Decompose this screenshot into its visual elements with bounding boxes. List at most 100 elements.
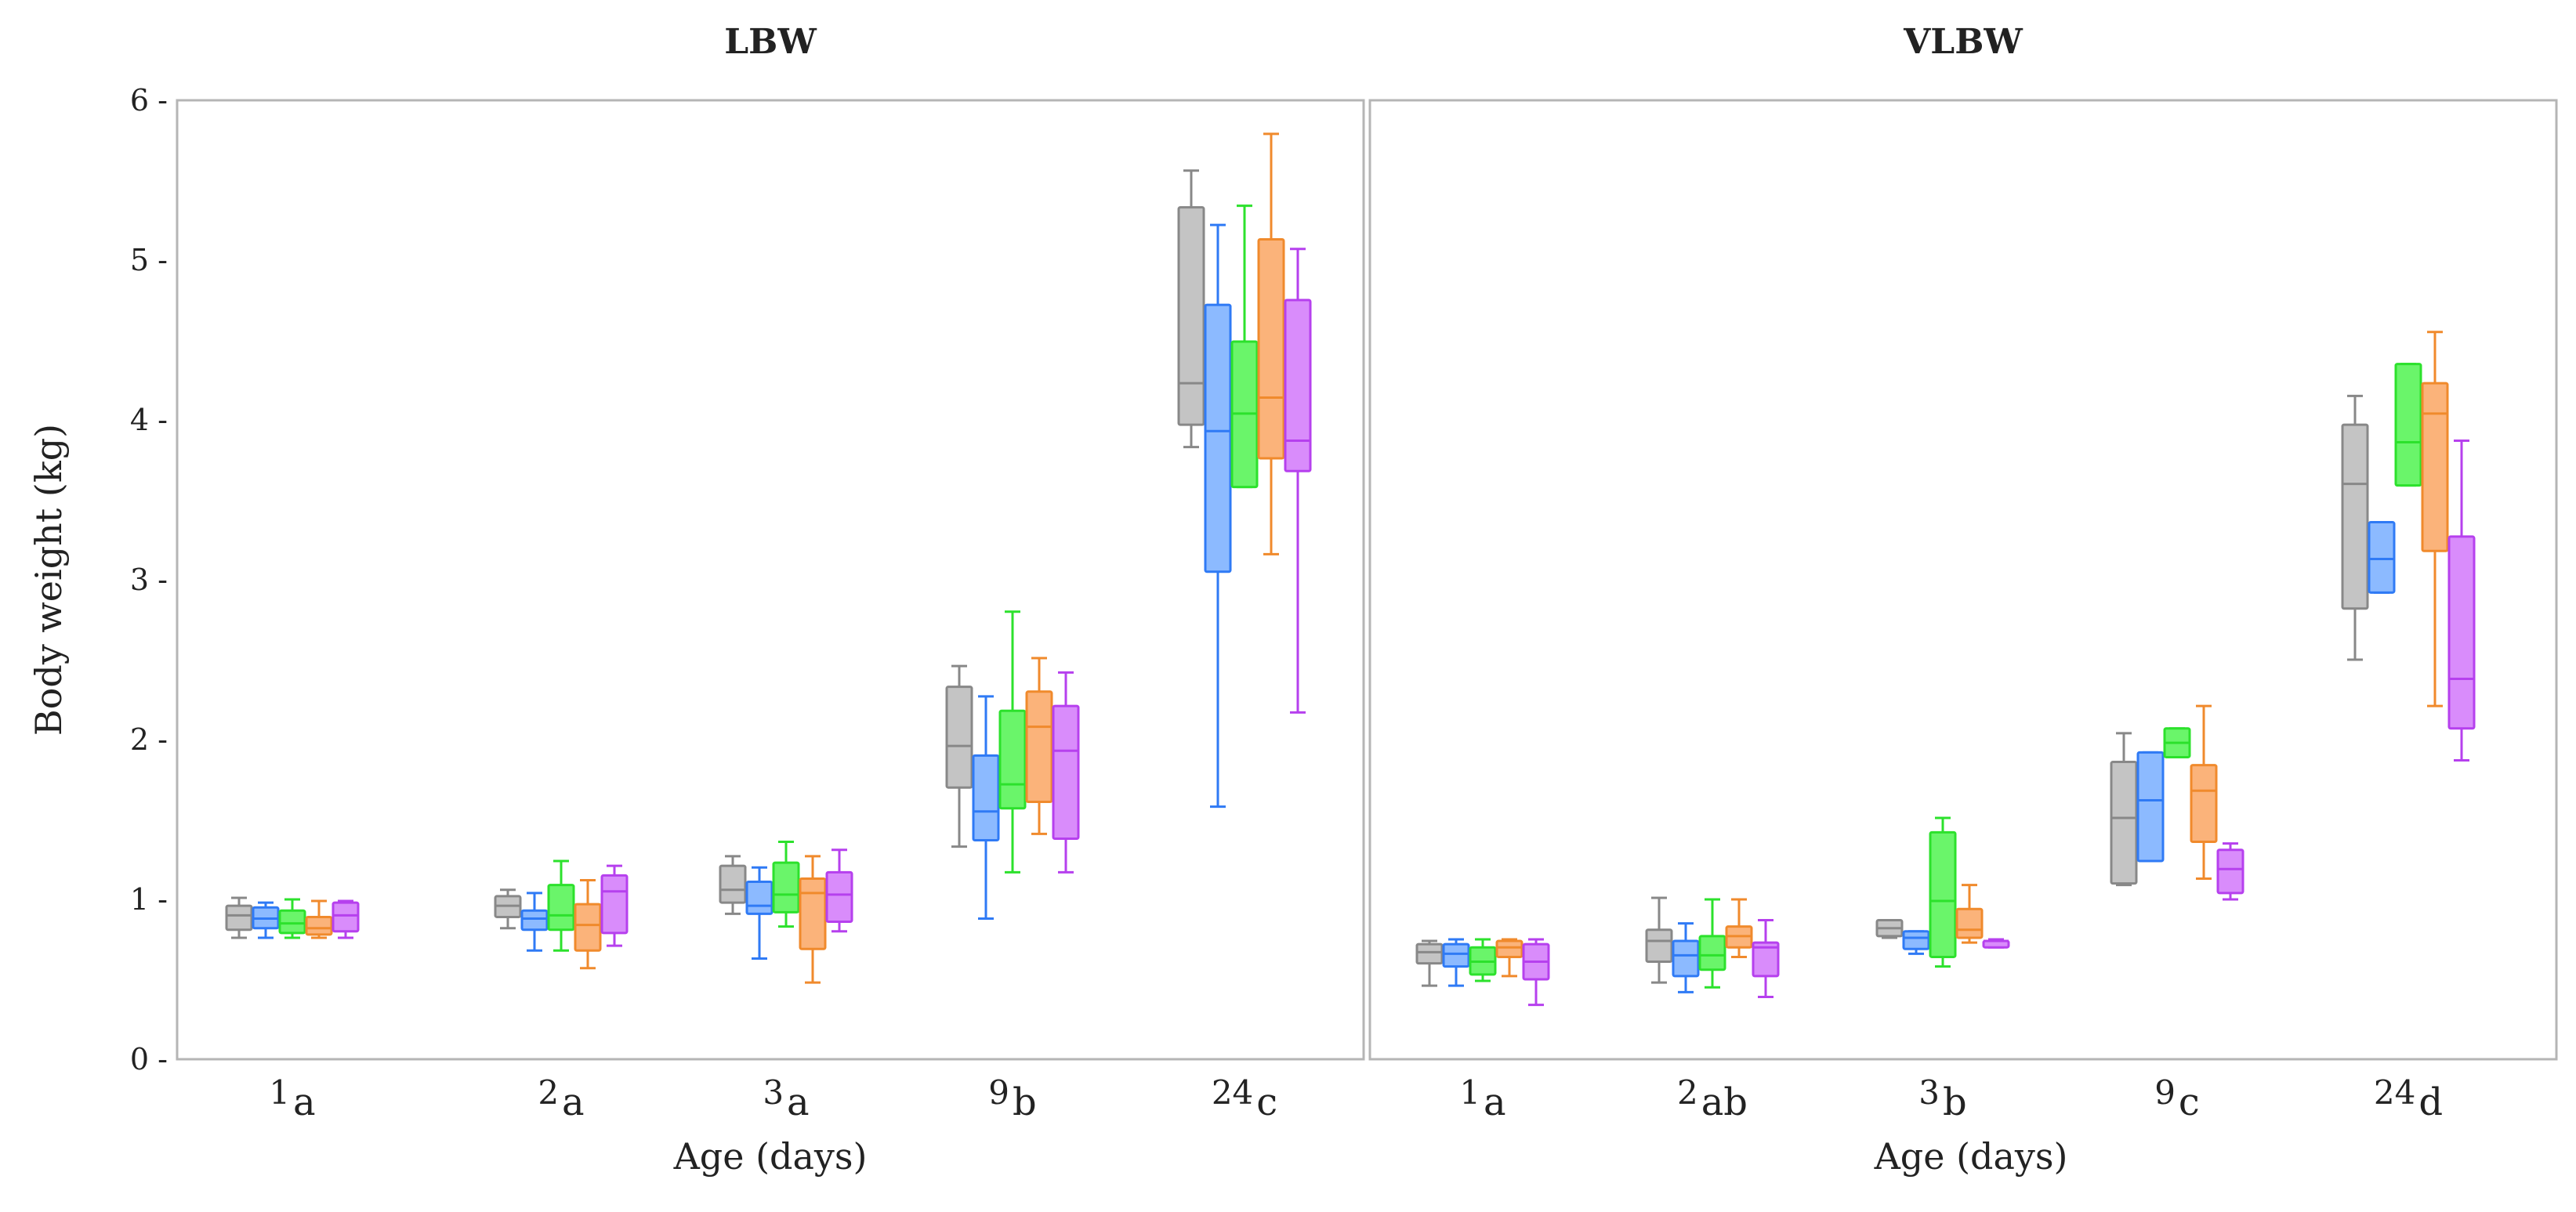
- boxes-vlbw: [1415, 331, 2476, 1007]
- iqr-box: [2216, 848, 2244, 895]
- panel-vlbw: VLBW Age (days) 1a 2ab 3b 9c 24d: [1368, 22, 2558, 1178]
- y-tick-label: 4: [130, 403, 149, 437]
- category-significance-letter: a: [562, 1080, 585, 1124]
- boxplot-box: [1025, 657, 1053, 835]
- iqr-box: [2341, 423, 2369, 610]
- boxplot-box: [972, 695, 1000, 920]
- x-category-label: 3a: [763, 1073, 809, 1124]
- x-axis-label-lbw: Age (days): [673, 1135, 868, 1178]
- iqr-box: [1645, 928, 1673, 964]
- iqr-box: [225, 904, 253, 932]
- y-tick-mark: -: [158, 882, 168, 917]
- boxplot-box: [1752, 919, 1780, 998]
- boxplot-box: [1415, 939, 1444, 987]
- category-significance-letter: a: [787, 1080, 810, 1124]
- boxplot-box: [1982, 938, 2010, 949]
- boxplot-box: [772, 841, 800, 928]
- x-categories-lbw: 1a 2a 3a 9b 24c: [269, 1073, 1277, 1124]
- category-significance-letter: ab: [1701, 1080, 1748, 1124]
- boxplot-box: [1672, 922, 1700, 993]
- boxplot-box: [1522, 938, 1550, 1007]
- boxes-lbw: [225, 132, 1312, 984]
- category-day: 2: [1677, 1073, 1698, 1112]
- x-category-label: 9b: [988, 1073, 1036, 1124]
- y-tick-label: 0: [130, 1042, 149, 1076]
- category-day: 1: [1459, 1073, 1480, 1112]
- boxplot-box: [1875, 919, 1904, 939]
- iqr-box: [772, 861, 800, 914]
- category-significance-letter: d: [2418, 1080, 2443, 1124]
- x-category-label: 3b: [1918, 1073, 1966, 1124]
- iqr-box: [1929, 830, 1957, 958]
- y-tick-label: 1: [130, 882, 149, 917]
- y-tick-mark: -: [158, 563, 168, 597]
- x-category-label: 1a: [269, 1073, 315, 1124]
- category-significance-letter: a: [1484, 1080, 1506, 1124]
- x-categories-vlbw: 1a 2ab 3b 9c 24d: [1459, 1073, 2443, 1124]
- y-tick-label: 2: [130, 722, 149, 757]
- boxplot-box: [2394, 363, 2422, 487]
- iqr-box: [1284, 298, 1312, 472]
- boxplot-box: [1902, 930, 1930, 955]
- category-day: 1: [269, 1073, 290, 1112]
- iqr-box: [745, 881, 774, 915]
- iqr-box: [600, 874, 629, 935]
- iqr-box: [799, 877, 827, 950]
- y-tick-mark: -: [158, 83, 168, 118]
- iqr-box: [2190, 764, 2218, 844]
- boxplot-box: [998, 610, 1027, 874]
- iqr-box: [1177, 206, 1205, 426]
- boxplot-box: [2447, 440, 2476, 762]
- x-category-label: 2ab: [1677, 1073, 1748, 1124]
- boxplot-box: [2216, 842, 2244, 901]
- boxplot-box: [494, 888, 522, 930]
- boxplot-box: [2163, 727, 2191, 758]
- iqr-box: [825, 870, 853, 924]
- iqr-box: [2394, 363, 2422, 487]
- category-significance-letter: b: [1943, 1080, 1967, 1124]
- boxplot-box: [1725, 898, 1753, 958]
- boxplot-box: [1052, 671, 1080, 874]
- category-day: 24: [1212, 1073, 1253, 1112]
- iqr-box: [520, 909, 549, 932]
- boxplot-box: [1230, 204, 1259, 489]
- boxplot-box: [520, 892, 549, 952]
- boxplot-box: [2136, 751, 2165, 863]
- x-axis-label-vlbw: Age (days): [1874, 1135, 2068, 1178]
- y-tick-mark: -: [158, 1042, 168, 1076]
- boxplot-box: [1698, 898, 1726, 989]
- iqr-box: [1415, 942, 1444, 965]
- boxplot-box: [1469, 938, 1497, 982]
- boxplot-box: [2190, 704, 2218, 880]
- iqr-box: [278, 909, 306, 935]
- boxplot-box: [600, 864, 629, 947]
- boxplot-box: [799, 855, 827, 984]
- iqr-box: [547, 884, 575, 932]
- y-tick-mark: -: [158, 243, 168, 277]
- x-category-label: 24d: [2374, 1073, 2443, 1124]
- category-significance-letter: c: [1256, 1080, 1277, 1124]
- boxplot-box: [1929, 816, 1957, 968]
- boxplot-box: [2421, 331, 2449, 707]
- iqr-box: [2447, 535, 2476, 730]
- y-tick-label: 5: [130, 243, 149, 277]
- y-axis-label: Body weight (kg): [27, 424, 70, 736]
- boxplot-box: [225, 896, 253, 939]
- boxplot-box: [1955, 884, 1984, 944]
- iqr-box: [972, 754, 1000, 842]
- boxplot-box: [1177, 169, 1205, 449]
- boxplot-box: [825, 848, 853, 933]
- boxplot-box: [1645, 896, 1673, 984]
- iqr-box: [1955, 907, 1984, 939]
- category-day: 3: [763, 1073, 784, 1112]
- category-day: 24: [2374, 1073, 2415, 1112]
- iqr-box: [1495, 939, 1523, 958]
- y-tick-label: 3: [130, 563, 149, 597]
- iqr-box: [2110, 761, 2138, 885]
- category-significance-letter: b: [1013, 1080, 1037, 1124]
- iqr-box: [305, 915, 333, 936]
- iqr-box: [1752, 941, 1780, 978]
- category-significance-letter: c: [2179, 1080, 2200, 1124]
- iqr-box: [574, 903, 602, 952]
